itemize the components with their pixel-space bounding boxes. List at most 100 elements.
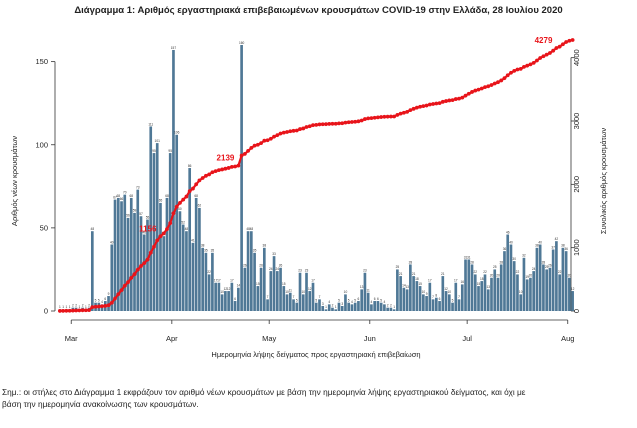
bar-value-label: 5 (338, 298, 340, 302)
bar-value-label: 20 (496, 274, 500, 278)
cumulative-point (233, 164, 238, 169)
bar-value-label: 5 (98, 298, 100, 302)
bar-new-cases (441, 276, 445, 311)
bar-value-label: 15 (477, 282, 481, 286)
bar-value-label: 23 (305, 269, 309, 273)
bar-new-cases (217, 282, 221, 311)
bar-value-label: 2 (88, 303, 90, 307)
cumulative-point (90, 305, 95, 309)
bar-new-cases (558, 274, 561, 311)
cumulative-point (330, 121, 335, 126)
cumulative-point (502, 76, 507, 81)
bar-new-cases (434, 297, 438, 311)
bar-new-cases (237, 287, 240, 311)
bar-value-label: 1 (59, 305, 61, 309)
cumulative-point (223, 166, 228, 171)
bar-value-label: 20 (568, 274, 572, 278)
cumulative-point (298, 127, 302, 131)
bar-value-label: 70 (123, 190, 127, 194)
bar-value-label: 5 (315, 298, 317, 302)
cumulative-point (340, 121, 345, 126)
bar-new-cases (357, 301, 360, 311)
cumulative-point (518, 66, 523, 71)
bar-new-cases (256, 286, 260, 311)
bar-value-label: 57 (139, 212, 143, 216)
bar-value-label: 5 (380, 298, 382, 302)
cumulative-point (512, 68, 517, 73)
bar-value-label: 40 (538, 240, 542, 244)
x-tick-label: Jun (364, 334, 376, 343)
cumulative-point (255, 142, 260, 147)
bar-new-cases (246, 231, 250, 311)
bar-value-label: 35 (253, 249, 257, 253)
cumulative-point (401, 110, 406, 115)
bar-value-label: 52 (181, 220, 185, 224)
bar-new-cases (142, 234, 146, 311)
bar-new-cases (295, 302, 299, 311)
bar-new-cases (447, 294, 451, 311)
bar-value-label: 22 (483, 270, 487, 274)
bar-value-label: 19 (525, 275, 529, 279)
cumulative-point (405, 109, 410, 114)
cumulative-point (483, 85, 487, 90)
bar-new-cases (340, 306, 344, 311)
bar-value-label: 38 (263, 244, 267, 248)
cumulative-point (535, 58, 539, 63)
cumulative-point (366, 116, 371, 121)
bar-new-cases (308, 291, 312, 311)
bar-new-cases (207, 274, 211, 311)
bar-new-cases (331, 307, 334, 311)
cumulative-point (525, 63, 530, 68)
cumulative-point (70, 308, 75, 313)
bar-value-label: 12 (571, 287, 575, 291)
bar-value-label: 16 (461, 280, 465, 284)
cumulative-point (252, 143, 257, 148)
cumulative-point (64, 308, 69, 313)
left-tick-label: 50 (40, 223, 48, 232)
bar-value-label: 28 (542, 260, 546, 264)
left-tick-label: 150 (35, 57, 48, 66)
bar-value-label: 5 (348, 298, 350, 302)
cumulative-point (119, 288, 124, 293)
bar-new-cases (490, 277, 493, 311)
bar-value-label: 22 (558, 270, 562, 274)
cumulative-point (288, 129, 293, 134)
bar-value-label: 7 (293, 295, 295, 299)
cumulative-point (268, 136, 273, 141)
bar-value-label: 12 (227, 287, 231, 291)
cumulative-point (363, 117, 367, 121)
cumulative-point (551, 48, 556, 53)
cumulative-point (444, 99, 448, 103)
bar-value-label: 24 (276, 267, 280, 271)
cumulative-point (528, 62, 533, 67)
cumulative-point (311, 123, 315, 128)
cumulative-point (132, 272, 137, 277)
cumulative-point (229, 164, 234, 169)
cumulative-point (376, 115, 380, 120)
cumulative-point (74, 308, 78, 313)
bar-value-label: 2 (82, 303, 84, 307)
cumulative-point (408, 108, 413, 113)
cumulative-point (158, 234, 163, 239)
cumulative-point (96, 304, 101, 309)
bar-new-cases (204, 252, 208, 311)
bar-new-cases (542, 264, 545, 311)
cumulative-point (460, 95, 465, 100)
bar-value-label: 10 (344, 290, 348, 294)
bar-new-cases (139, 216, 143, 311)
bar-new-cases (551, 249, 555, 311)
cumulative-point (249, 145, 254, 150)
bar-value-label: 31 (467, 255, 471, 259)
bar-value-label: 21 (399, 272, 403, 276)
cumulative-point (242, 152, 247, 156)
bar-new-cases (460, 284, 464, 311)
bar-value-label: 6 (377, 297, 379, 301)
bar-value-label: 24 (269, 267, 273, 271)
cumulative-point (168, 221, 173, 226)
bar-value-label: 3 (322, 302, 324, 306)
right-tick-label: 4000 (572, 49, 581, 66)
cumulative-point (479, 86, 484, 91)
cumulative-point (411, 106, 416, 111)
cumulative-point (285, 130, 289, 134)
